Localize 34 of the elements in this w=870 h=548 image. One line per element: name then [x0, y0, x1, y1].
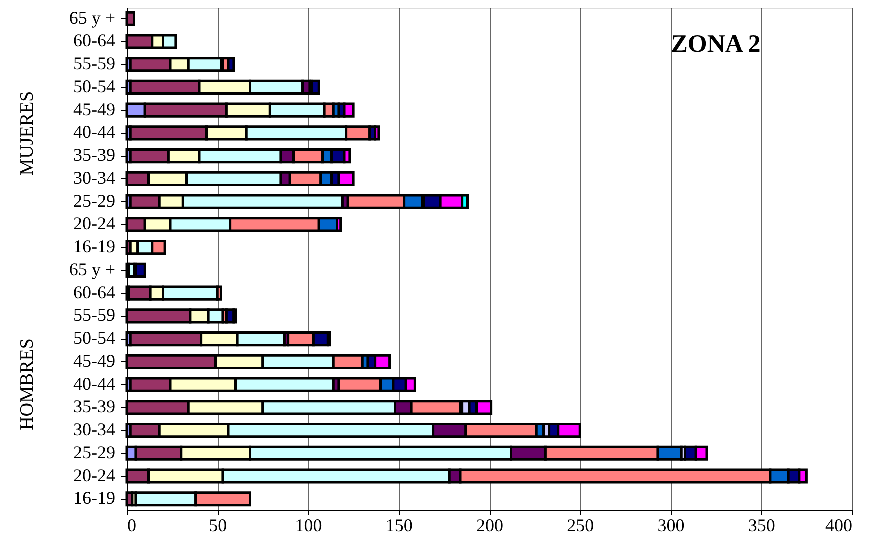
- y-tick-label: 35-39: [74, 145, 116, 166]
- text: MUJERES: [17, 91, 38, 176]
- x-tick-label: 400: [826, 516, 852, 536]
- y-tick-label: 40-44: [74, 122, 116, 142]
- x-tick-label: 300: [658, 516, 685, 536]
- x-tick-label: 250: [567, 516, 594, 536]
- y-tick-label: 45-49: [74, 350, 116, 371]
- text: HOMBRES: [17, 338, 38, 430]
- y-tick-label: 40-44: [74, 374, 116, 394]
- y-tick-label: 50-54: [74, 76, 116, 96]
- y-tick-label: 60-64: [74, 30, 116, 51]
- y-tick-label: 65 y +: [69, 259, 116, 280]
- y-tick-label: 45-49: [74, 99, 116, 120]
- y-tick-label: 55-59: [74, 305, 116, 326]
- y-tick-label: 50-54: [74, 328, 116, 348]
- x-tick-label: 100: [295, 516, 322, 536]
- y-tick-label: 25-29: [74, 190, 116, 211]
- x-tick-label: 200: [476, 516, 504, 536]
- y-tick-label: 55-59: [74, 54, 116, 74]
- y-tick-label: 30-34: [74, 168, 116, 188]
- y-tick-label: 16-19: [74, 236, 116, 257]
- x-tick-label: 350: [748, 516, 776, 536]
- y-tick-label: 35-39: [74, 396, 116, 417]
- y-tick-label: 65 y +: [69, 8, 116, 28]
- y-tick-label: 20-24: [74, 214, 116, 234]
- x-tick-label: 50: [209, 516, 228, 536]
- text: ZONA 2: [671, 31, 761, 58]
- x-tick-label: 150: [386, 516, 413, 536]
- y-tick-label: 60-64: [74, 282, 116, 302]
- y-tick-label: 25-29: [74, 442, 116, 462]
- y-tick-label: 20-24: [74, 465, 116, 486]
- x-tick-label: 0: [128, 516, 136, 536]
- y-tick-label: 16-19: [74, 488, 116, 508]
- y-tick-label: 30-34: [74, 420, 116, 440]
